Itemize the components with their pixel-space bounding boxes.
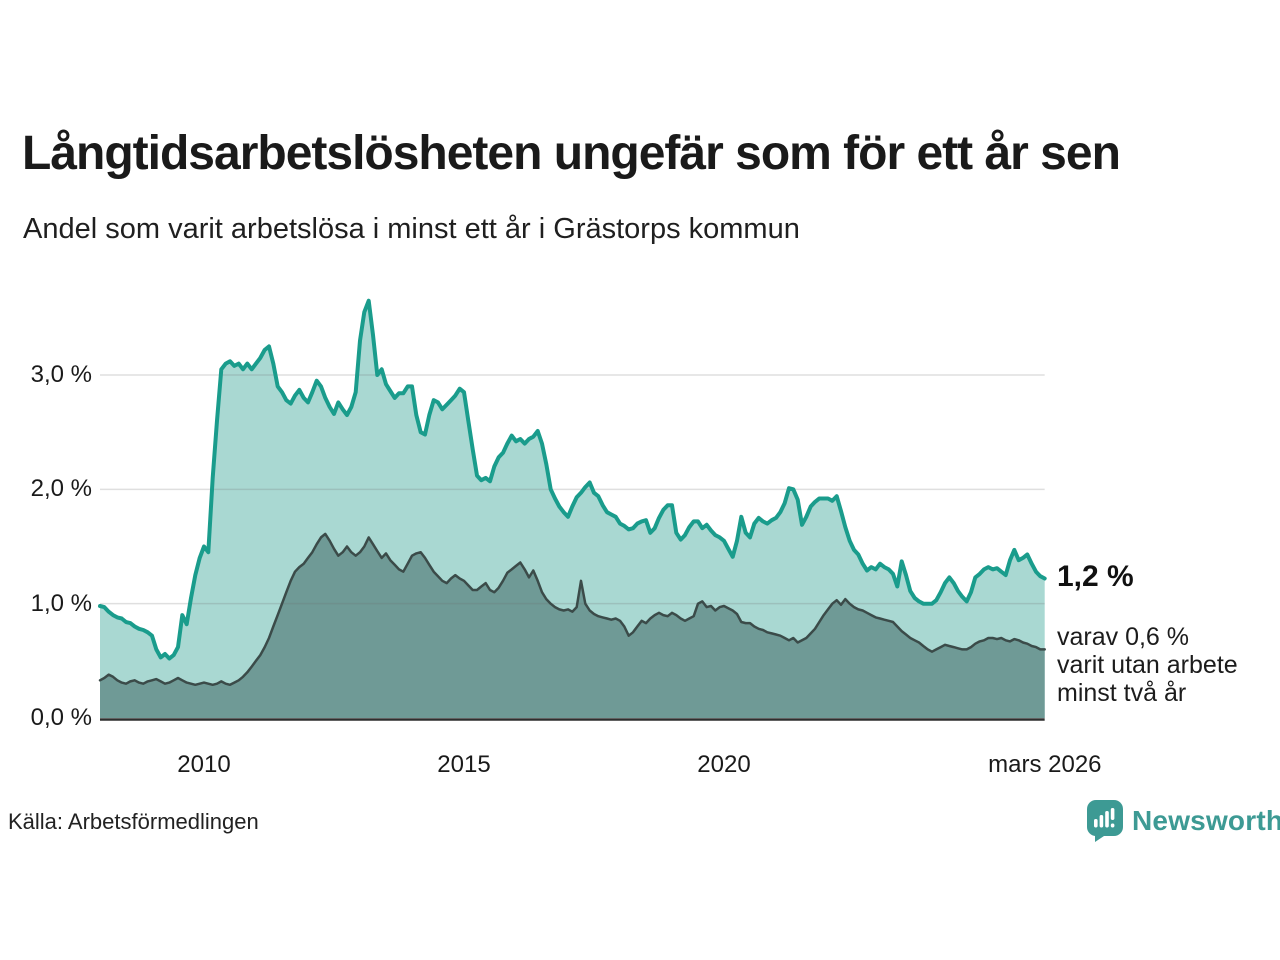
end-value-label: 1,2 % (1057, 560, 1134, 593)
page-title: Långtidsarbetslösheten ungefär som för e… (22, 127, 1121, 180)
newsworthy-icon (1087, 800, 1123, 842)
series-line-minst-tva-ar (98, 532, 1046, 687)
newsworthy-logo: Newsworthy (1086, 799, 1280, 842)
newsworthy-wordmark: Newsworthy (1132, 804, 1280, 836)
note-line: minst två år (1057, 679, 1187, 707)
source-label: Källa: Arbetsförmedlingen (8, 809, 259, 834)
series-fill-minst-tva-ar (100, 533, 1045, 718)
series-line-minst-ett-ar (98, 298, 1047, 661)
note-line: varav 0,6 % (1057, 623, 1190, 651)
note-line: varit utan arbete (1057, 651, 1238, 679)
chart-subtitle: Andel som varit arbetslösa i minst ett å… (23, 213, 800, 245)
end-value-note: varav 0,6 % varit utan arbete minst två … (1057, 623, 1238, 707)
